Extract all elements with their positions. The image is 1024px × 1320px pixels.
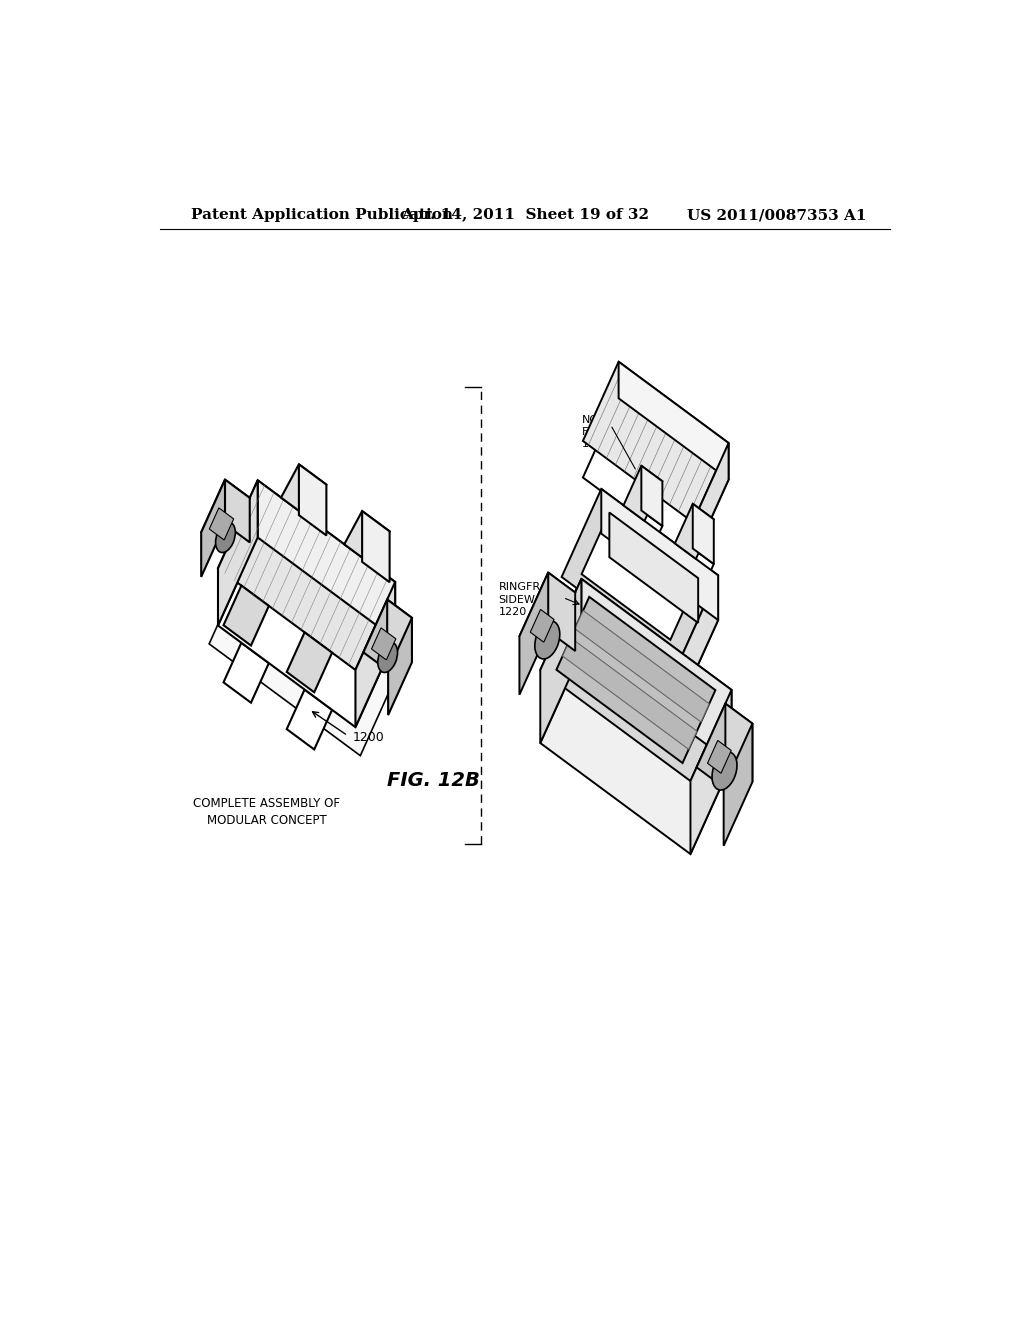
Polygon shape <box>541 579 731 781</box>
Ellipse shape <box>535 620 560 659</box>
Polygon shape <box>708 741 731 774</box>
Polygon shape <box>519 573 548 694</box>
Polygon shape <box>201 479 225 577</box>
Polygon shape <box>675 549 714 603</box>
Polygon shape <box>693 444 729 558</box>
Text: Apr. 14, 2011  Sheet 19 of 32: Apr. 14, 2011 Sheet 19 of 32 <box>400 209 649 222</box>
Polygon shape <box>624 466 663 521</box>
Polygon shape <box>690 690 731 854</box>
Polygon shape <box>693 504 714 564</box>
Polygon shape <box>530 610 554 643</box>
Polygon shape <box>281 465 327 517</box>
Polygon shape <box>225 479 250 543</box>
Ellipse shape <box>712 752 737 789</box>
Polygon shape <box>218 480 395 671</box>
Polygon shape <box>364 599 412 671</box>
Polygon shape <box>201 479 250 550</box>
Polygon shape <box>548 573 575 651</box>
Polygon shape <box>387 599 412 663</box>
Text: RINGFRAME
SIDEWALL
1220: RINGFRAME SIDEWALL 1220 <box>499 582 564 616</box>
Polygon shape <box>574 611 710 722</box>
Polygon shape <box>258 480 395 639</box>
Text: 1200: 1200 <box>352 731 384 744</box>
Polygon shape <box>641 466 663 525</box>
Polygon shape <box>223 643 269 702</box>
Polygon shape <box>582 512 698 640</box>
Polygon shape <box>609 512 698 623</box>
Polygon shape <box>344 511 389 565</box>
Polygon shape <box>218 480 258 626</box>
Text: COMPLETE ASSEMBLY OF
MODULAR CONCEPT: COMPLETE ASSEMBLY OF MODULAR CONCEPT <box>194 797 340 826</box>
Polygon shape <box>281 515 327 576</box>
Polygon shape <box>218 537 395 727</box>
Polygon shape <box>223 586 269 645</box>
Polygon shape <box>556 597 716 763</box>
Polygon shape <box>675 504 714 558</box>
Polygon shape <box>388 618 412 715</box>
Polygon shape <box>725 704 753 781</box>
Polygon shape <box>618 362 729 479</box>
Polygon shape <box>566 638 605 693</box>
Polygon shape <box>344 562 389 622</box>
Text: US 2011/0087353 A1: US 2011/0087353 A1 <box>686 209 866 222</box>
Polygon shape <box>601 488 718 620</box>
Polygon shape <box>299 465 327 536</box>
Text: - BOLTDOWN
  LID
  1230: - BOLTDOWN LID 1230 <box>663 715 734 750</box>
Polygon shape <box>561 533 718 708</box>
Polygon shape <box>209 546 404 755</box>
Polygon shape <box>679 576 718 708</box>
Polygon shape <box>561 488 718 664</box>
Polygon shape <box>724 723 753 846</box>
Polygon shape <box>362 511 389 582</box>
Polygon shape <box>624 511 663 565</box>
Ellipse shape <box>216 523 236 553</box>
Polygon shape <box>287 632 332 692</box>
Polygon shape <box>617 676 656 731</box>
Ellipse shape <box>378 642 397 672</box>
Polygon shape <box>566 594 605 648</box>
Polygon shape <box>287 689 332 750</box>
Polygon shape <box>519 573 575 656</box>
Polygon shape <box>541 652 731 854</box>
Text: NON-ISOLATED
FLANGE/BASE
1210: NON-ISOLATED FLANGE/BASE 1210 <box>582 414 666 449</box>
Polygon shape <box>541 579 582 743</box>
Polygon shape <box>372 628 396 660</box>
Polygon shape <box>583 362 729 523</box>
Polygon shape <box>617 631 656 686</box>
Polygon shape <box>583 399 729 558</box>
Polygon shape <box>355 582 395 727</box>
Polygon shape <box>582 579 731 763</box>
Polygon shape <box>696 704 753 787</box>
Text: Patent Application Publication: Patent Application Publication <box>191 209 454 222</box>
Polygon shape <box>209 508 233 540</box>
Polygon shape <box>562 638 697 750</box>
Text: FIG. 12B: FIG. 12B <box>387 771 480 789</box>
